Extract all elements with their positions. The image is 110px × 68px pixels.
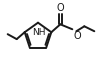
Text: O: O [73,31,81,41]
Text: O: O [57,3,64,13]
Text: NH: NH [32,28,46,37]
